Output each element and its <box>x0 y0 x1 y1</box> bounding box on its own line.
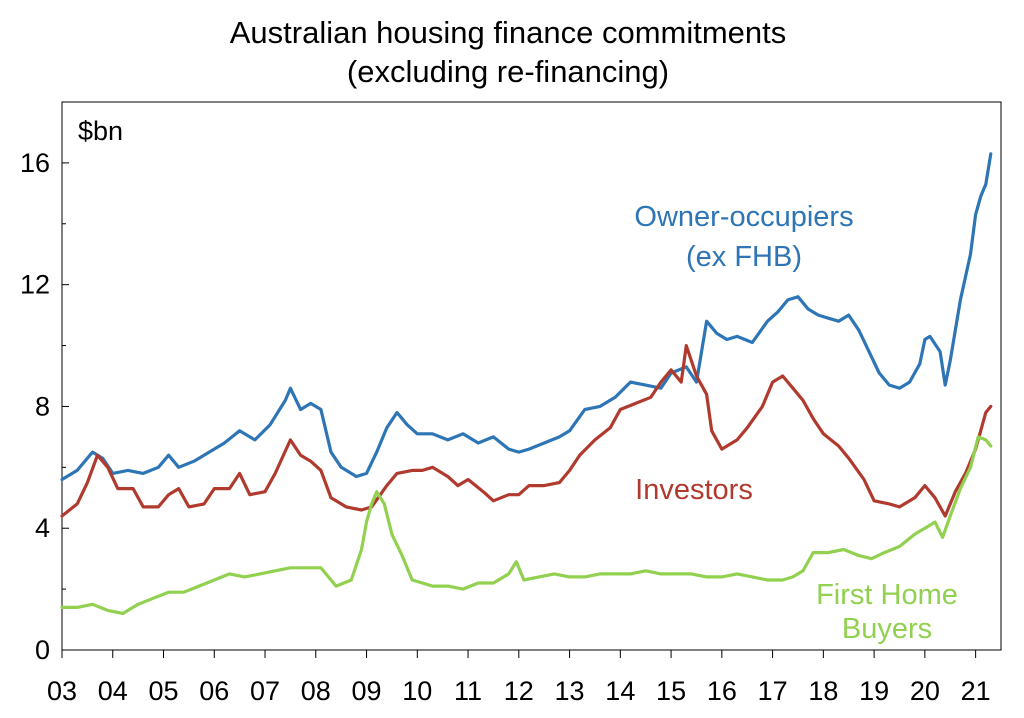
x-tick-label: 04 <box>98 676 128 706</box>
y-tick-label: 4 <box>35 513 50 543</box>
x-tick-label: 06 <box>199 676 229 706</box>
series-label-2: Buyers <box>842 613 932 645</box>
y-tick-label: 12 <box>20 270 50 300</box>
x-tick-label: 19 <box>859 676 889 706</box>
x-tick-label: 03 <box>47 676 77 706</box>
series-layer <box>60 152 993 616</box>
x-tick-label: 15 <box>656 676 686 706</box>
x-tick-label: 18 <box>808 676 838 706</box>
x-tick-label: 09 <box>352 676 382 706</box>
x-tick-label: 07 <box>250 676 280 706</box>
series-label-0: Owner-occupiers <box>634 201 853 233</box>
x-tick-label: 12 <box>504 676 534 706</box>
x-axis: 03 04 05 06 07 08 09 10 11 12 13 14 15 16 17 18 19 20 21 <box>47 650 991 706</box>
x-tick-label: 11 <box>454 676 482 706</box>
chart-subtitle: (excluding re-financing) <box>347 54 669 89</box>
x-tick-label: 13 <box>555 676 585 706</box>
x-tick-label: 05 <box>148 676 178 706</box>
series-label-layer: Owner-occupiers (ex FHB) Investors First Ho… <box>634 201 957 645</box>
series-line-1 <box>60 344 993 518</box>
x-tick-label: 20 <box>910 676 940 706</box>
series-label-1: Investors <box>635 474 753 506</box>
y-axis: 0 4 8 12 16 <box>20 148 69 665</box>
y-tick-label: 8 <box>35 391 50 421</box>
y-tick-label: 0 <box>35 635 50 665</box>
x-tick-label: 16 <box>707 676 737 706</box>
series-label-0: (ex FHB) <box>686 241 802 273</box>
x-tick-label: 17 <box>758 676 788 706</box>
x-tick-label: 10 <box>402 676 432 706</box>
y-tick-label: 16 <box>20 148 50 178</box>
series-label-2: First Home <box>816 579 958 611</box>
x-tick-label: 14 <box>605 676 635 706</box>
y-unit-label: $bn <box>78 116 123 146</box>
x-tick-label: 08 <box>301 676 331 706</box>
series-line-2 <box>60 435 993 616</box>
plot-area-border <box>61 101 1002 651</box>
x-tick-label: 21 <box>961 676 991 706</box>
chart-title: Australian housing finance commitments <box>230 15 787 50</box>
series-line-0 <box>60 152 993 482</box>
